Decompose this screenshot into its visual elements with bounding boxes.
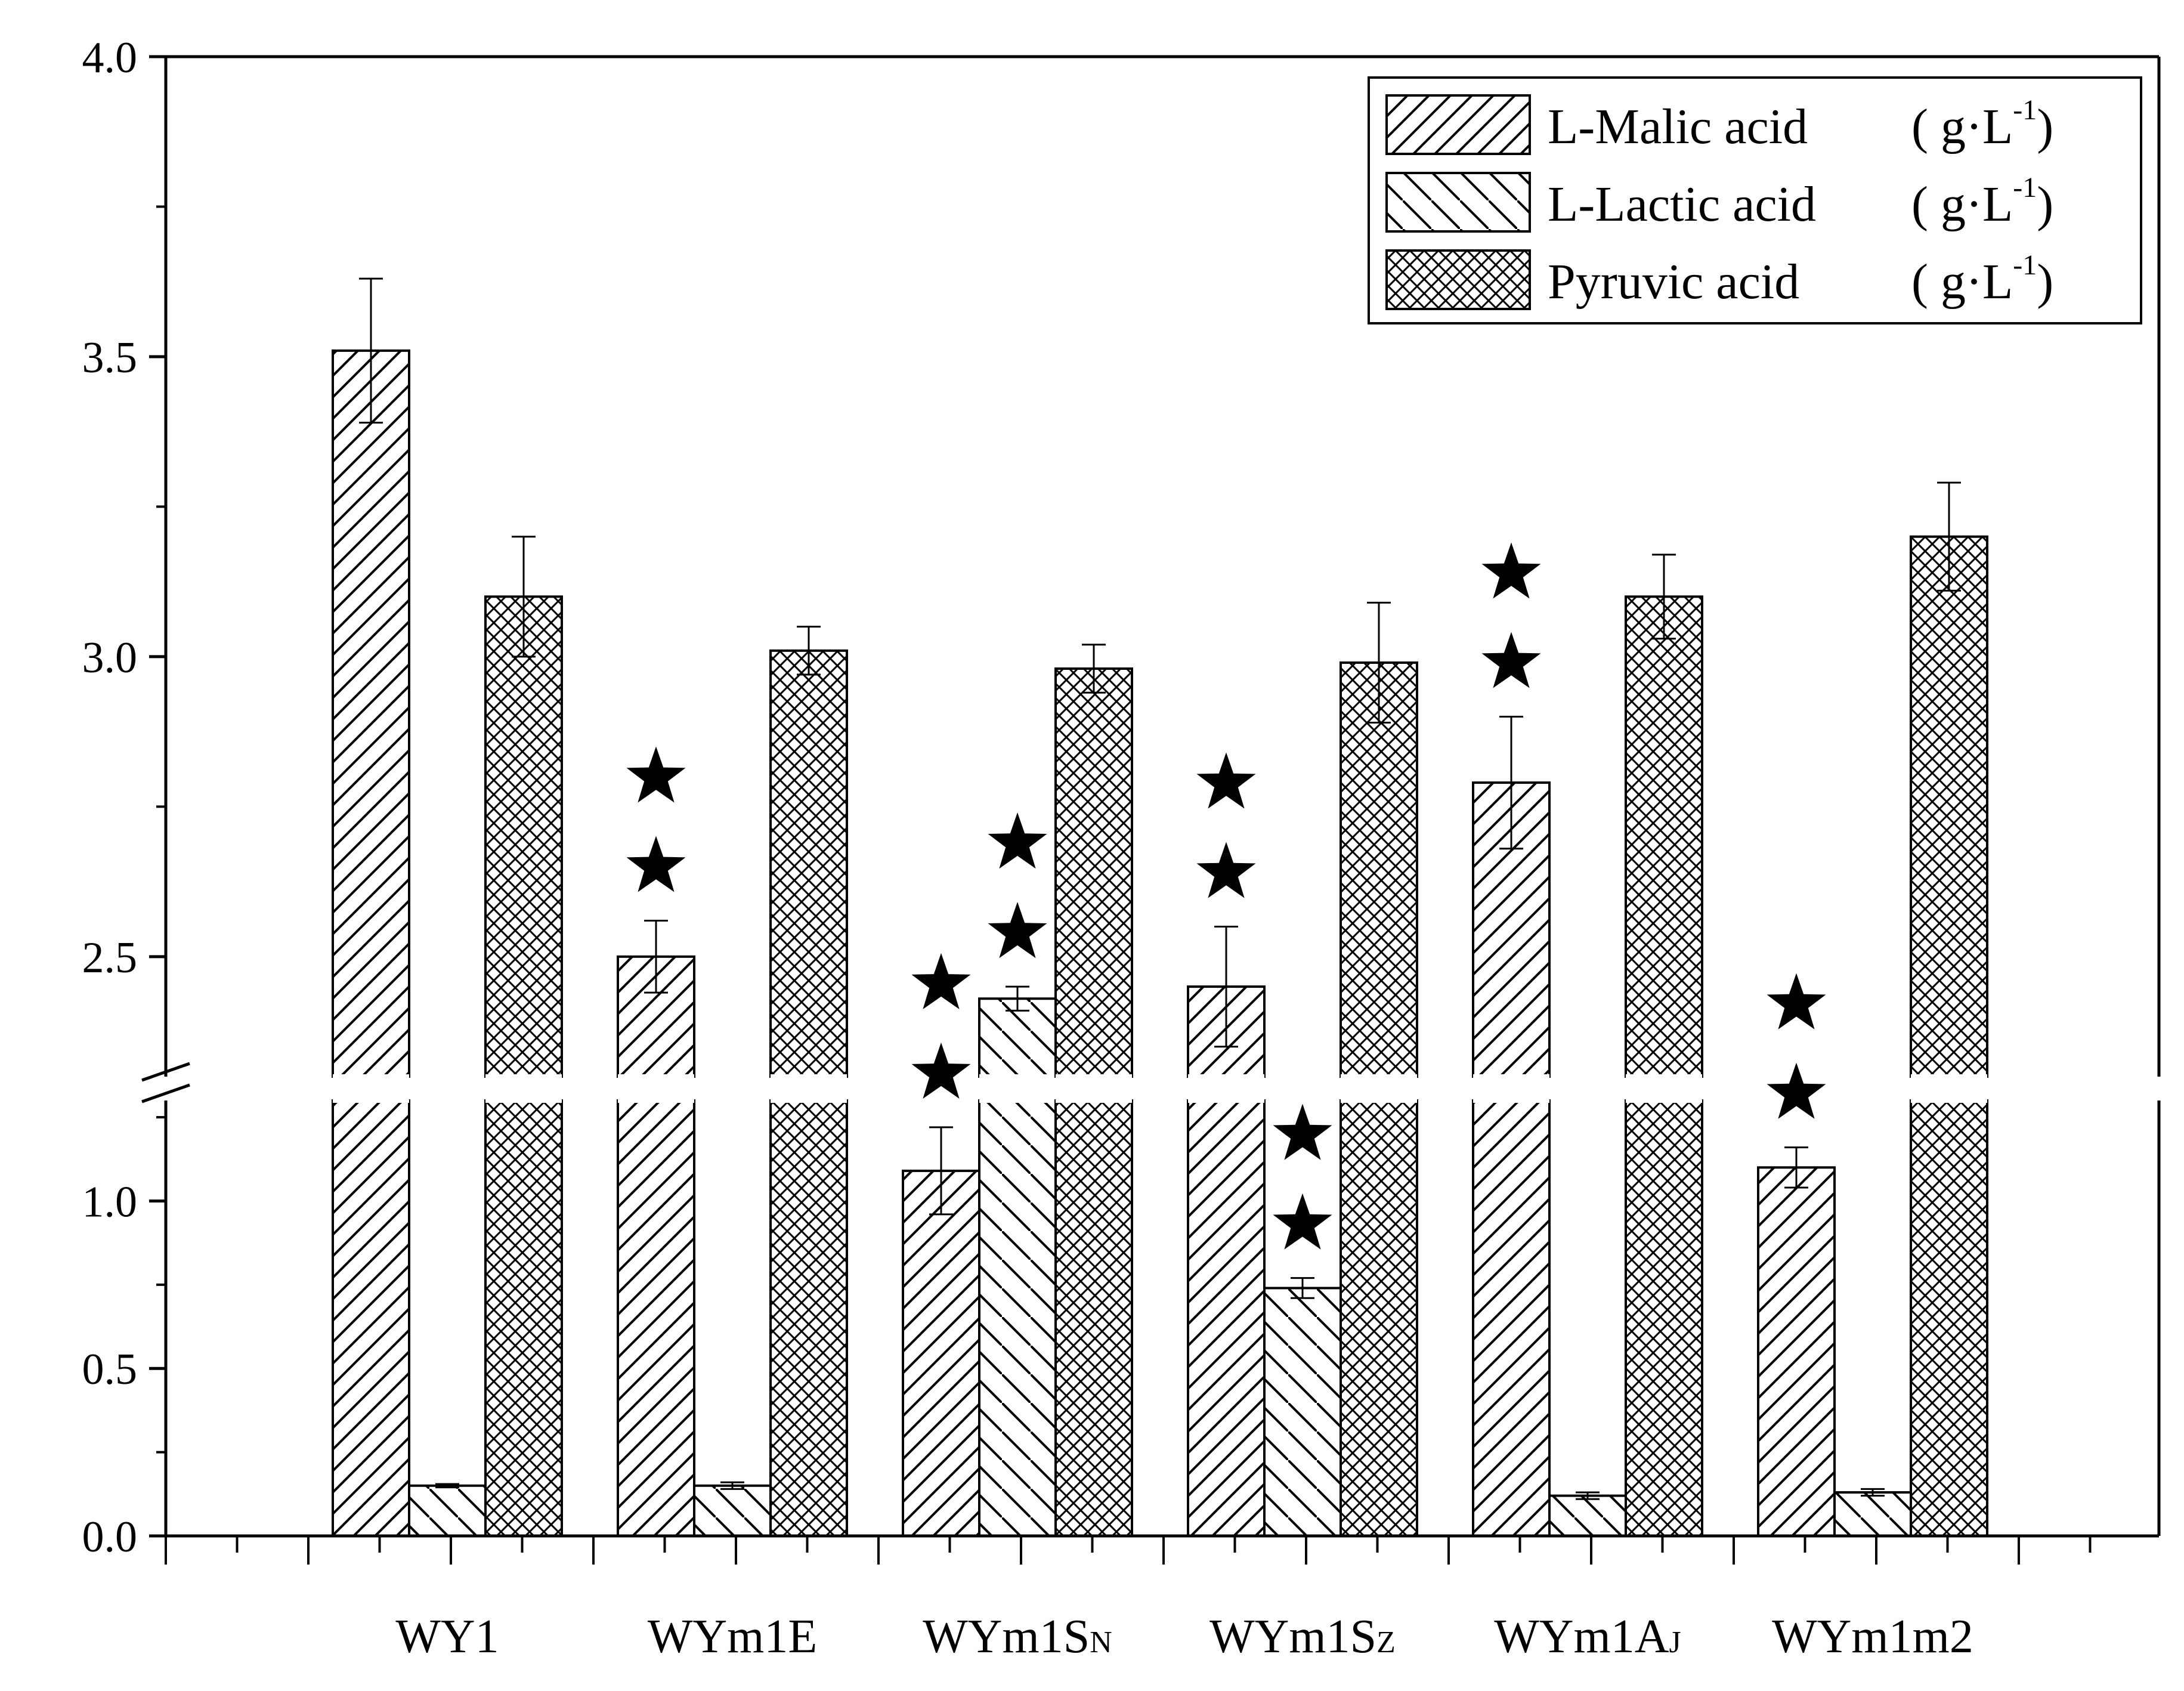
bar-diag-right-WYm1AJ-lower	[1472, 1099, 1551, 1537]
category-label-WYm1AJ: WYm1AJ	[1494, 1610, 1681, 1663]
bar-diag-left-WYm1AJ	[1548, 1494, 1627, 1538]
bar-crosshatch-WY1	[484, 595, 563, 1078]
legend-unit-0: ( g·L-1)	[1911, 94, 2053, 154]
significance-star-WYm1E-0-1	[626, 746, 686, 803]
legend-label-1: L-Lactic acid	[1548, 177, 1816, 232]
bar-crosshatch-WYm1SZ	[1340, 661, 1418, 1078]
bar-crosshatch-WYm1m2-lower	[1910, 1099, 1988, 1537]
axis-break-mark-0	[141, 1062, 190, 1082]
bar-diag-left-WY1	[408, 1484, 487, 1538]
bar-crosshatch-WY1-lower	[484, 1099, 563, 1537]
significance-star-WYm1SN-1-1	[988, 812, 1047, 869]
bar-crosshatch-WYm1SZ-lower	[1340, 1099, 1418, 1537]
y-tick-label-1.0: 1.0	[82, 1177, 138, 1226]
bar-crosshatch-WYm1E	[769, 649, 848, 1078]
axes-layer	[141, 55, 2161, 1565]
bar-diag-right-WYm1SZ-lower	[1187, 1099, 1266, 1537]
significance-star-WYm1SZ-1-0	[1273, 1193, 1332, 1250]
significance-star-WYm1SZ-0-0	[1196, 842, 1256, 898]
legend-swatch-diag-left	[1385, 172, 1531, 233]
significance-star-WYm1AJ-0-1	[1481, 542, 1541, 599]
bar-diag-left-WYm1SZ	[1263, 1287, 1342, 1537]
significance-star-WYm1SN-0-1	[911, 953, 971, 1009]
significance-star-WYm1E-0-0	[626, 836, 686, 892]
bar-diag-left-WYm1m2	[1833, 1491, 1912, 1537]
bar-diag-right-WYm1SN	[902, 1169, 980, 1537]
axis-break-mark-1	[141, 1083, 190, 1103]
significance-star-WYm1m2-0-0	[1767, 1062, 1826, 1119]
legend-swatch-crosshatch	[1385, 249, 1531, 310]
significance-star-WYm1m2-0-1	[1767, 973, 1826, 1030]
bar-crosshatch-WYm1E-lower	[769, 1099, 848, 1537]
significance-star-WYm1SZ-0-1	[1196, 752, 1256, 809]
category-label-WYm1E: WYm1E	[648, 1610, 817, 1663]
bar-diag-right-WYm1E	[617, 955, 695, 1078]
bar-crosshatch-WYm1SN-lower	[1054, 1099, 1133, 1537]
significance-star-WYm1SN-1-0	[988, 902, 1047, 959]
y-tick-label-3.0: 3.0	[82, 633, 138, 682]
category-label-WY1: WY1	[395, 1610, 499, 1663]
bar-crosshatch-WYm1AJ-lower	[1625, 1099, 1703, 1537]
category-label-WYm1SZ: WYm1SZ	[1209, 1610, 1396, 1663]
bar-diag-left-WYm1SN-lower	[978, 1099, 1057, 1537]
bar-diag-right-WYm1E-lower	[617, 1099, 695, 1537]
bar-diag-left-WYm1SN	[978, 997, 1057, 1078]
bars-layer	[332, 277, 1988, 1538]
bar-diag-right-WY1	[332, 349, 410, 1078]
y-tick-label-3.5: 3.5	[82, 333, 138, 382]
legend-label-0: L-Malic acid	[1548, 99, 1808, 154]
y-tick-label-0.0: 0.0	[82, 1513, 138, 1562]
legend-swatch-diag-right	[1385, 94, 1531, 155]
y-tick-label-0.5: 0.5	[82, 1345, 138, 1394]
significance-star-WYm1SN-0-0	[911, 1042, 971, 1099]
bar-diag-left-WYm1E	[693, 1484, 772, 1538]
y-tick-label-2.5: 2.5	[82, 933, 138, 982]
bar-diag-right-WYm1m2	[1757, 1166, 1836, 1538]
labels-layer: 0.0 0.5 1.0 2.5 3.0 3.5 4.0 WY1 WYm1E WYm1SN WYm1S…	[82, 33, 1973, 1663]
bar-diag-right-WY1-lower	[332, 1099, 410, 1537]
bar-crosshatch-WYm1m2	[1910, 535, 1988, 1078]
legend: L-Malic acid ( g·L-1) L-Lactic acid ( g·L-1…	[1368, 76, 2142, 324]
significance-star-WYm1SZ-1-1	[1273, 1103, 1332, 1160]
y-tick-label-4.0: 4.0	[82, 33, 138, 82]
legend-unit-2: ( g·L-1)	[1911, 249, 2053, 310]
legend-unit-1: ( g·L-1)	[1911, 172, 2053, 232]
significance-star-WYm1AJ-0-0	[1481, 632, 1541, 688]
bar-crosshatch-WYm1AJ	[1625, 595, 1703, 1078]
bar-crosshatch-WYm1SN	[1054, 667, 1133, 1078]
category-label-WYm1SN: WYm1SN	[923, 1610, 1112, 1663]
legend-label-2: Pyruvic acid	[1548, 254, 1799, 310]
category-label-WYm1m2: WYm1m2	[1772, 1610, 1973, 1663]
